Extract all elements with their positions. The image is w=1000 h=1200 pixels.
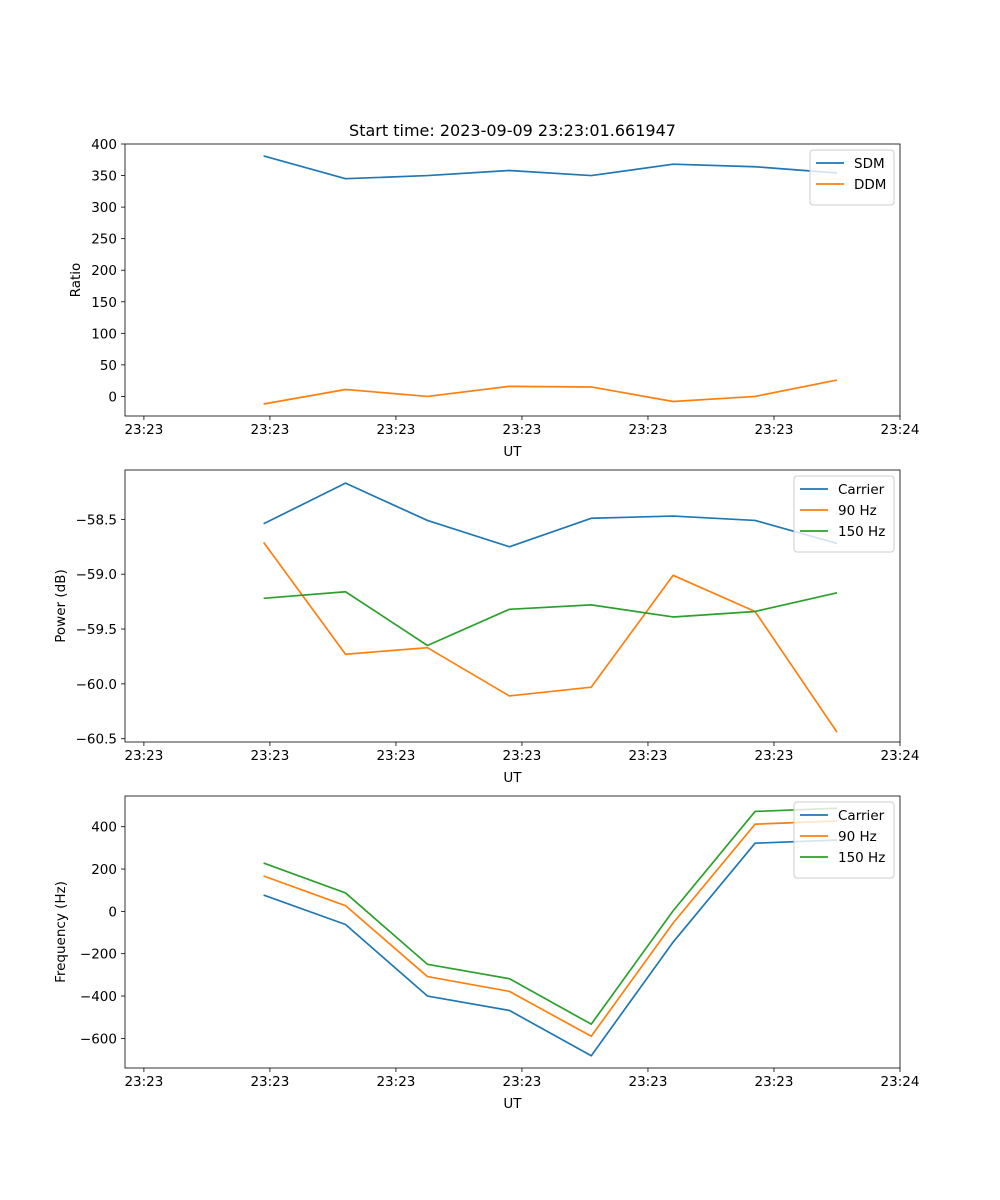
ratio-panel-series-ddm [263,379,838,405]
ratio-panel: 23:23 23:23 23:23 23:23 23:23 23:23 23:24 0 50 10… [68,137,919,460]
frequency-panel-series-carrier [263,839,838,1057]
frequency-panel-legend-label: 150 Hz [838,850,885,866]
ratio-panel-x-tick-label: 23:23 [502,422,541,438]
frequency-panel: 23:23 23:23 23:23 23:23 23:23 23:23 23:24 400 20… [53,795,920,1112]
figure-title: Start time: 2023-09-09 23:23:01.661947 [349,121,676,140]
power-panel-y-axis-label: Power (dB) [53,569,69,642]
ratio-panel-x-axis-label: UT [503,444,522,460]
ratio-panel-legend-label: DDM [854,177,886,193]
ratio-panel-x-tick-label: 23:24 [881,422,920,438]
power-panel-x-tick-label: 23:23 [629,748,668,764]
ratio-panel-y-tick-label: 200 [91,263,117,279]
frequency-panel-x-tick-label: 23:24 [881,1074,920,1090]
frequency-panel-legend-label: Carrier [838,808,885,824]
frequency-panel-x-tick-label: 23:23 [124,1074,163,1090]
ratio-panel-y-axis-label: Ratio [68,263,84,298]
ratio-panel-legend: SDM DDM [809,149,895,206]
power-panel-y-tick-label: −60.0 [76,677,117,693]
power-panel-x-tick-label: 23:23 [250,748,289,764]
ratio-panel-y-tick-label: 400 [91,137,117,153]
frequency-panel-y-tick-label: 0 [108,904,117,920]
ratio-panel-y-tick-label: 150 [91,295,117,311]
ratio-panel-x-tick-label: 23:23 [629,422,668,438]
frequency-panel-series-90-hz [263,820,838,1038]
ratio-panel-x-tick-label: 23:23 [124,422,163,438]
ratio-panel-axes-frame [124,143,901,417]
ratio-panel-y-tick-label: 250 [91,232,117,248]
power-panel: 23:23 23:23 23:23 23:23 23:23 23:23 23:24 −58.5… [53,469,920,786]
power-panel-y-tick-label: −59.5 [76,622,117,638]
power-panel-legend-box [793,475,895,553]
power-panel-y-tick-label: −59.0 [76,567,117,583]
power-panel-x-tick-label: 23:23 [376,748,415,764]
power-panel-x-tick-label: 23:23 [755,748,794,764]
ratio-panel-y-tick-label: 300 [91,200,117,216]
power-panel-x-tick-label: 23:23 [502,748,541,764]
frequency-panel-x-tick-label: 23:23 [755,1074,794,1090]
ratio-panel-y-tick-label: 350 [91,169,117,185]
power-panel-axes-frame [124,469,901,743]
power-panel-legend-label: 150 Hz [838,524,885,540]
power-panel-legend-label: 90 Hz [838,503,877,519]
ratio-panel-x-tick-label: 23:23 [376,422,415,438]
panels: 23:23 23:23 23:23 23:23 23:23 23:23 23:24 0 50 10… [53,137,919,1112]
frequency-panel-x-tick-label: 23:23 [629,1074,668,1090]
frequency-panel-legend-label: 90 Hz [838,829,877,845]
frequency-panel-y-axis-label: Frequency (Hz) [53,881,69,983]
frequency-panel-x-tick-label: 23:23 [250,1074,289,1090]
frequency-panel-legend: Carrier 90 Hz 150 Hz [793,801,895,879]
ratio-panel-legend-label: SDM [854,156,885,172]
ratio-panel-series-sdm [263,155,838,180]
power-panel-x-tick-label: 23:23 [124,748,163,764]
frequency-panel-x-axis-label: UT [503,1096,522,1112]
power-panel-legend-label: Carrier [838,482,885,498]
frequency-panel-axes-frame [124,795,901,1069]
frequency-panel-x-tick-label: 23:23 [376,1074,415,1090]
frequency-panel-x-tick-label: 23:23 [502,1074,541,1090]
ratio-panel-y-tick-label: 100 [91,326,117,342]
power-panel-series-150-hz [263,590,838,647]
power-panel-y-tick-label: −58.5 [76,512,117,528]
frequency-panel-y-tick-label: −200 [80,947,117,963]
ratio-panel-y-tick-label: 0 [108,389,117,405]
ratio-panel-x-tick-label: 23:23 [250,422,289,438]
frequency-panel-y-tick-label: 200 [91,862,117,878]
power-panel-y-tick-label: −60.5 [76,732,117,748]
frequency-panel-series-150-hz [263,807,838,1026]
power-panel-legend: Carrier 90 Hz 150 Hz [793,475,895,553]
power-panel-x-tick-label: 23:24 [881,748,920,764]
ratio-panel-y-tick-label: 50 [100,358,117,374]
frequency-panel-y-tick-label: 400 [91,820,117,836]
power-panel-x-axis-label: UT [503,770,522,786]
frequency-panel-legend-box [793,801,895,879]
power-panel-series-90-hz [262,541,838,733]
frequency-panel-y-tick-label: −600 [80,1031,117,1047]
ratio-panel-x-tick-label: 23:23 [755,422,794,438]
frequency-panel-y-tick-label: −400 [80,989,117,1005]
power-panel-series-carrier [263,482,838,548]
